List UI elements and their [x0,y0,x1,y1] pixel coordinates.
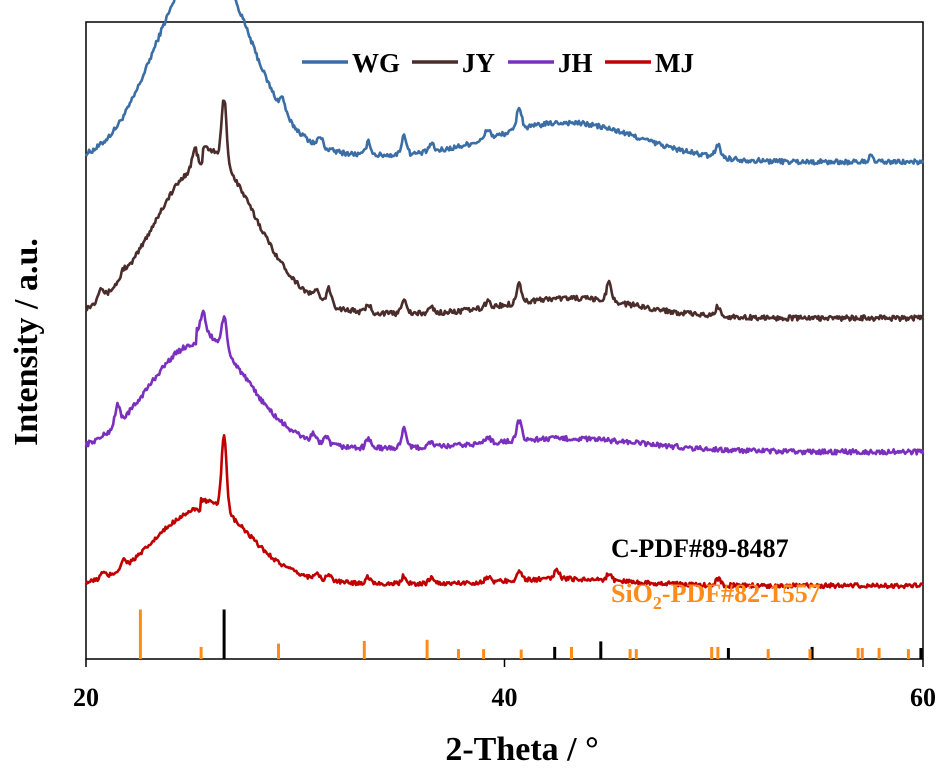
ref-label-carbon: C-PDF#89-8487 [611,534,789,563]
legend-label-jy: JY [462,48,495,78]
ref-label-sio2-sub: 2 [653,593,662,613]
series-line-jy [85,99,925,322]
x-axis-title: 2-Theta / ° [445,731,598,768]
legend: WG JY JH MJ [302,48,694,78]
series-line-jh [84,309,925,456]
legend-label-mj: MJ [655,48,694,78]
series-line-wg [84,0,925,166]
legend-label-wg: WG [352,48,400,78]
x-tick-label-40: 40 [492,683,518,712]
reference-patterns [138,609,923,659]
ref-label-sio2-main: SiO [611,579,653,608]
legend-label-jh: JH [558,48,593,78]
ref-label-sio2: SiO2-PDF#82-1557 [611,579,821,613]
series-group [84,0,925,590]
series-line-mj [84,434,924,590]
x-tick-label-20: 20 [73,683,99,712]
ref-label-sio2-rest: -PDF#82-1557 [662,579,821,608]
y-axis-title: Intensity / a.u. [8,238,45,446]
x-tick-label-60: 60 [910,683,936,712]
